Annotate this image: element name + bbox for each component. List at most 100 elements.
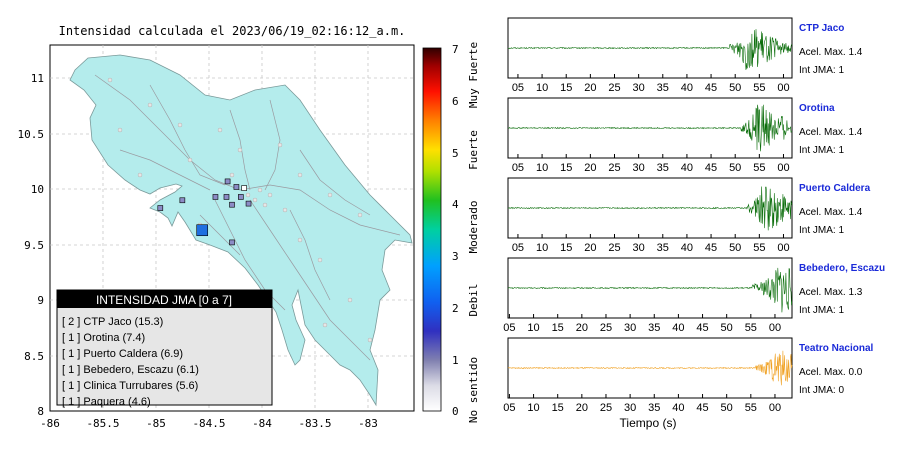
- waveform-tick-label: 45: [696, 402, 708, 414]
- waveform-tick-label: 05: [512, 162, 524, 174]
- legend-entry: [ 1 ] Puerto Caldera (6.9): [62, 348, 183, 360]
- station-marker: [179, 197, 186, 204]
- waveform-tick-label: 35: [657, 162, 669, 174]
- waveform-tick-label: 50: [729, 162, 741, 174]
- waveform-tick-label: 10: [536, 162, 548, 174]
- map-y-axis: 11 10.5 10 9.5 9 8.5 8: [18, 72, 45, 418]
- colorbar-label: Moderado: [467, 201, 480, 254]
- map-x-axis: -86 -85.5 -85 -84.5 -84 -83.5 -83: [40, 417, 378, 430]
- y-tick-label: 8.5: [24, 350, 44, 363]
- waveform-tick-label: 25: [608, 242, 620, 254]
- waveform-panel: 05 10 15 20 25 30 35 40 45 50 55 00 Orotina Acel. Max…: [507, 97, 863, 174]
- waveform-tick-label: 55: [753, 82, 765, 94]
- waveform-tick-label: 20: [584, 82, 596, 94]
- waveform-tick-label: 35: [657, 242, 669, 254]
- waveform-panel: 05 10 15 20 25 30 35 40 45 50 55 00 Bebedero, Escazu…: [503, 257, 885, 334]
- y-tick-label: 9: [37, 294, 44, 307]
- waveform-tick-label: 15: [560, 82, 572, 94]
- costa-rica-landmass: [69, 54, 413, 407]
- acel-max: Acel. Max. 1.4: [799, 207, 863, 218]
- y-tick-label: 10: [31, 183, 44, 196]
- station-marker: [157, 205, 164, 211]
- station-name: CTP Jaco: [799, 23, 844, 34]
- station-marker: [238, 194, 244, 200]
- colorbar-tick: 6: [452, 95, 459, 108]
- waveform-tick-label: 45: [705, 82, 717, 94]
- waveform-tick-label: 55: [745, 322, 757, 334]
- waveform-tick-label: 50: [721, 322, 733, 334]
- waveform-tick-label: 50: [729, 82, 741, 94]
- waveform-tick-label: 20: [584, 242, 596, 254]
- waveform-tick-label: 40: [672, 402, 684, 414]
- y-tick-label: 10.5: [18, 128, 45, 141]
- waveform-tick-label: 25: [600, 402, 612, 414]
- colorbar-tick: 5: [452, 147, 459, 160]
- waveform-tick-label: 10: [527, 322, 539, 334]
- legend-entry: [ 1 ] Orotina (7.4): [62, 332, 145, 344]
- waveform-tick-label: 10: [527, 402, 539, 414]
- y-tick-label: 11: [31, 72, 44, 85]
- waveform-tick-label: 45: [705, 242, 717, 254]
- legend-entry: [ 1 ] Clinica Turrubares (5.6): [62, 380, 198, 392]
- waveform-tick-label: 05: [512, 82, 524, 94]
- station-marker: [223, 194, 230, 200]
- colorbar-label: Muy Fuerte: [467, 42, 480, 108]
- y-tick-label: 8: [37, 405, 44, 418]
- waveform-tick-label: 55: [753, 162, 765, 174]
- waveform-tick-label: 30: [624, 322, 636, 334]
- waveform-tick-label: 55: [745, 402, 757, 414]
- waveform-tick-label: 15: [552, 322, 564, 334]
- colorbar-tick: 3: [452, 250, 459, 263]
- waveform-panel: 05 10 15 20 25 30 35 40 45 50 55 00 Puerto Caldera Ac…: [507, 177, 871, 254]
- waveform-tick-label: 50: [721, 402, 733, 414]
- waveform-tick-label: 05: [512, 242, 524, 254]
- waveform-tick-label: 10: [536, 82, 548, 94]
- waveform-tick-label: 15: [560, 242, 572, 254]
- acel-max: Acel. Max. 1.4: [799, 47, 863, 58]
- station-name: Teatro Nacional: [799, 343, 873, 354]
- waveform-tick-label: 30: [633, 242, 645, 254]
- waveform-tick-label: 35: [657, 82, 669, 94]
- waveform-tick-label: 30: [633, 162, 645, 174]
- waveform-tick-label: 25: [608, 162, 620, 174]
- legend-entry: [ 1 ] Paquera (4.6): [62, 396, 151, 408]
- waveform-tick-label: 25: [608, 82, 620, 94]
- station-marker: [212, 194, 219, 200]
- station-marker: [233, 184, 240, 190]
- x-tick-label: -83: [358, 417, 378, 430]
- waveform-tick-label: 50: [729, 242, 741, 254]
- colorbar-tick: 0: [452, 405, 459, 418]
- y-tick-label: 9.5: [24, 239, 44, 252]
- x-tick-label: -84: [252, 417, 272, 430]
- waveform-tick-label: 25: [600, 322, 612, 334]
- x-tick-label: -83.5: [298, 417, 331, 430]
- waveform-tick-label: 10: [536, 242, 548, 254]
- waveform-tick-label: 55: [753, 242, 765, 254]
- waveform-tick-label: 00: [777, 82, 789, 94]
- waveform-tick-label: 30: [624, 402, 636, 414]
- waveform-tick-label: 15: [552, 402, 564, 414]
- waveform-trace: [507, 29, 792, 70]
- waveform-trace: [507, 186, 793, 231]
- waveform-tick-label: 30: [633, 82, 645, 94]
- waveform-panel: 05 10 15 20 25 30 35 40 45 50 55 00 CTP Jaco Acel. Ma…: [507, 17, 863, 94]
- waveform-tick-label: 15: [560, 162, 572, 174]
- waveform-tick-label: 40: [681, 162, 693, 174]
- int-jma: Int JMA: 0: [799, 385, 844, 396]
- waveform-tick-label: 45: [696, 322, 708, 334]
- station-marker: [196, 224, 209, 237]
- colorbar-tick: 2: [452, 302, 459, 315]
- waveform-tick-label: 05: [503, 402, 515, 414]
- int-jma: Int JMA: 1: [799, 145, 844, 156]
- acel-max: Acel. Max. 1.3: [799, 287, 863, 298]
- waveform-tick-label: 40: [672, 322, 684, 334]
- colorbar-tick: 7: [452, 43, 459, 56]
- x-tick-label: -85: [146, 417, 166, 430]
- waveform-trace: [507, 267, 793, 313]
- waveform-tick-label: 05: [503, 322, 515, 334]
- waveform-tick-label: 00: [777, 162, 789, 174]
- waveform-tick-label: 35: [648, 402, 660, 414]
- map-panel: Intensidad calculada el 2023/06/19_02:16…: [18, 24, 415, 430]
- station-name: Orotina: [799, 103, 835, 114]
